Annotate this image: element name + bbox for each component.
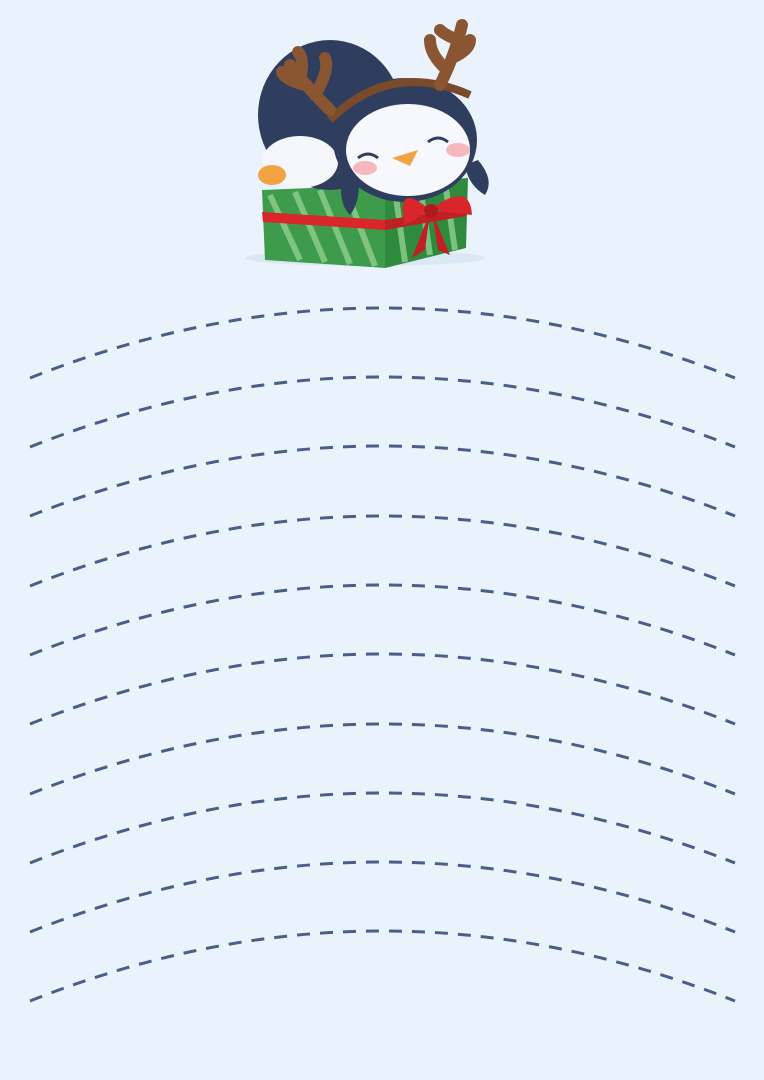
penguin-illustration bbox=[245, 19, 489, 268]
